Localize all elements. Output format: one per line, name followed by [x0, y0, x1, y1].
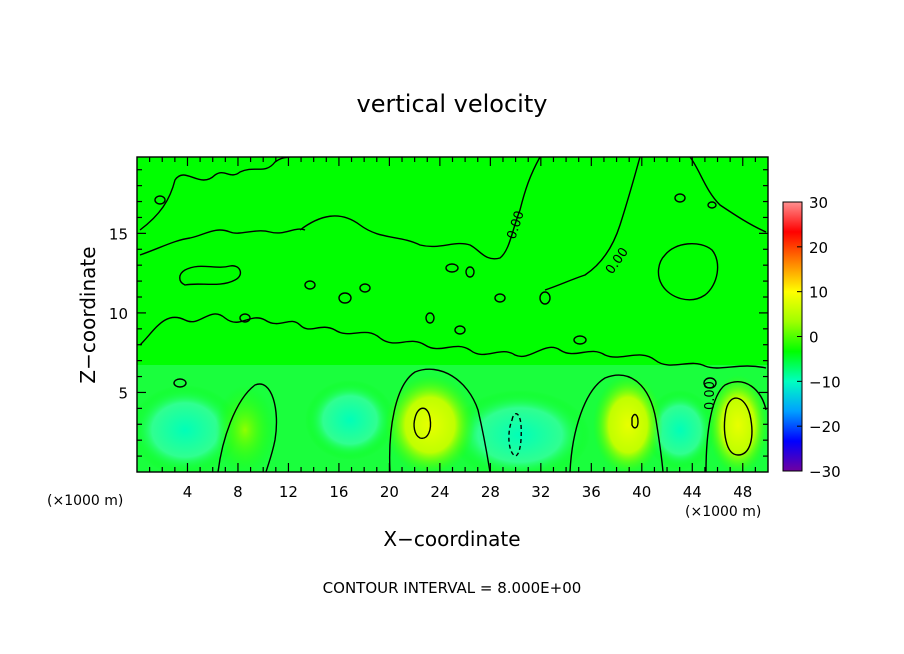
x-tick-label: 16 [329, 483, 348, 501]
x-unit-label: (×1000 m) [685, 504, 761, 520]
z-unit-label: (×1000 m) [47, 493, 123, 509]
colorbar-tick-label: 20 [809, 239, 828, 257]
contour-small-cell [338, 292, 352, 304]
x-axis: 4 8 12 16 20 24 28 32 36 40 44 48 [149, 157, 756, 501]
x-tick-label: 40 [632, 483, 651, 501]
x-tick-label: 32 [531, 483, 550, 501]
x-tick-label: 48 [733, 483, 752, 501]
contour-mid-band [139, 313, 767, 369]
contour-small-cell [445, 263, 459, 273]
contour-lobe-1 [217, 383, 278, 472]
contour-small-cell [173, 378, 187, 388]
contour-small-cell [465, 266, 475, 278]
x-tick-label: 44 [683, 483, 702, 501]
contour-broad-mid-right [544, 157, 641, 291]
y-tick-label: 5 [118, 384, 128, 402]
colorbar-tick-label: 10 [809, 284, 828, 302]
colorbar-ticks: 30 20 10 0 −10 −20 −30 [797, 194, 841, 481]
contour-downdraft [508, 413, 522, 457]
contour-small-cell [239, 313, 251, 323]
chart-title: vertical velocity [357, 90, 548, 118]
contour-cell-1 [413, 407, 432, 439]
contour-small-cell [304, 280, 316, 290]
shade-cyan-center [305, 380, 395, 460]
contour-small-cell [454, 325, 466, 335]
x-tick-label: 24 [430, 483, 449, 501]
contour-right [689, 157, 767, 233]
contour-blob-right [657, 243, 719, 301]
x-axis-label: X−coordinate [383, 527, 520, 551]
shade-cyan-downdraft [450, 390, 590, 472]
contour-broad-mid [299, 157, 541, 260]
contour-lobe-2 [388, 368, 491, 472]
x-tick-label: 12 [279, 483, 298, 501]
colorbar: 30 20 10 0 −10 −20 −30 [782, 194, 841, 481]
contour-small-cell [494, 293, 506, 303]
contour-cell-3 [631, 413, 639, 429]
contour-small-cell [674, 193, 686, 203]
shade-yellow-2 [593, 375, 663, 472]
contour-upper-left-2 [139, 228, 306, 256]
contour-small-cell [573, 335, 587, 345]
x-tick-label: 36 [582, 483, 601, 501]
contour-interval-note: CONTOUR INTERVAL = 8.000E+00 [323, 579, 582, 597]
x-tick-label: 8 [233, 483, 243, 501]
colorbar-tick-label: 0 [809, 329, 819, 347]
y-tick-label: 10 [109, 305, 128, 323]
y-axis-label: Z−coordinate [76, 246, 100, 383]
x-tick-label: 4 [183, 483, 193, 501]
colorbar-tick-label: −30 [809, 463, 841, 481]
contour-small-cell [539, 291, 551, 305]
contour-lines [139, 157, 767, 472]
colorbar-tick-label: −20 [809, 418, 841, 436]
contour-small-cell [707, 201, 717, 209]
colorbar-tick-label: 30 [809, 194, 828, 212]
contour-small-cell [154, 195, 166, 205]
y-tick-label: 15 [109, 225, 128, 243]
contour-small-cell [425, 312, 435, 324]
contour-lobe-3 [569, 374, 664, 472]
shade-cyan-left [137, 385, 240, 472]
contour-cell-2 [723, 397, 753, 456]
shade-cyan-right [645, 390, 715, 470]
x-tick-label: 28 [481, 483, 500, 501]
shade-yellow-3 [708, 375, 768, 472]
colorbar-tick-label: −10 [809, 373, 841, 391]
contour-small-cell [703, 377, 717, 389]
contour-small-cell [359, 283, 371, 293]
plot-area: 0.00 0.00 0.00 [137, 157, 768, 472]
contour-lobe-4 [705, 381, 767, 472]
shade-lime-1 [215, 385, 275, 472]
contour-label-lower-right: 0.00 [703, 381, 718, 410]
contour-mid-left [179, 265, 242, 286]
x-tick-label: 20 [380, 483, 399, 501]
y-axis: 5 10 15 [109, 169, 768, 457]
